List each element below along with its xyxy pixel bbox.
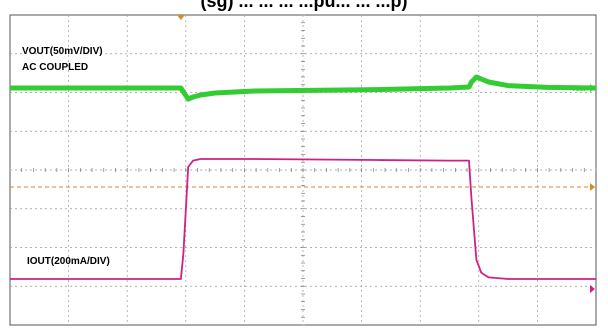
trigger-position-arrow	[176, 15, 185, 20]
vout-marker: vout	[572, 86, 585, 93]
vout-label: VOUT(50mV/DIV)	[22, 46, 103, 57]
vout-trace	[10, 74, 597, 102]
channel-markers: vout	[176, 15, 595, 293]
grid	[9, 14, 597, 326]
iout-trace	[10, 158, 596, 280]
vout-coupling-label: AC COUPLED	[22, 62, 89, 73]
vout-marker-arrow	[590, 84, 595, 92]
iout-marker-arrow	[590, 285, 595, 293]
iout-label: IOUT(200mA/DIV)	[27, 256, 110, 267]
trigger-marker-arrow	[590, 183, 595, 191]
chart-title: (sg) ... ... ... ...pu... ... ...p)	[200, 0, 408, 11]
traces	[10, 74, 597, 280]
